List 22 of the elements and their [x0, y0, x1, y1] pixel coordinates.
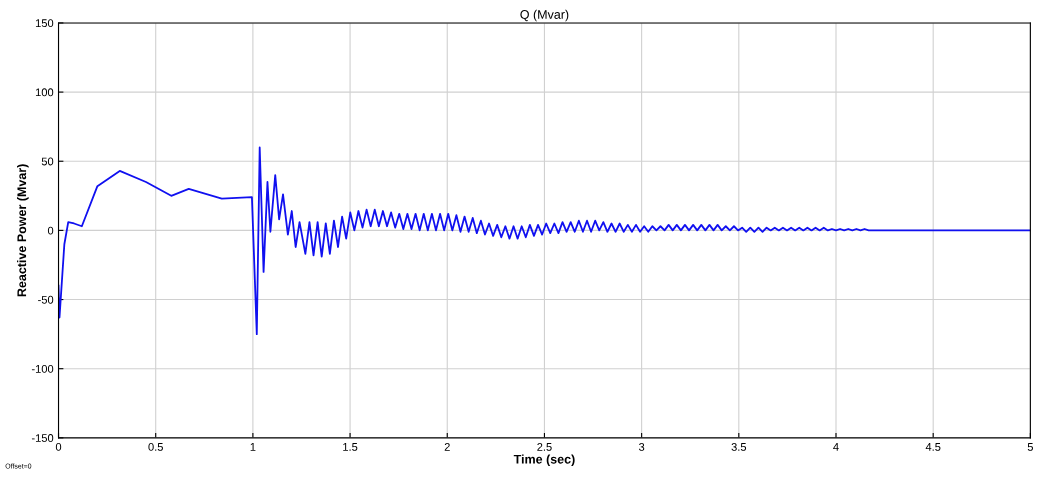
x-tick-label: 0.5: [148, 443, 163, 451]
y-tick-label: 100: [35, 88, 54, 97]
y-tick-label: -50: [38, 295, 54, 304]
x-tick-label: 5: [1027, 443, 1033, 451]
x-tick-label: 0: [55, 443, 62, 451]
x-axis-title: Time (sec): [513, 454, 575, 467]
y-tick-label: -150: [31, 434, 54, 442]
x-tick-label: 3: [638, 443, 645, 451]
y-tick-label: -100: [31, 364, 54, 373]
x-tick-label: 1: [250, 443, 256, 451]
y-tick-label: 0: [47, 226, 54, 235]
x-tick-label: 4.5: [925, 443, 941, 451]
chart-title: Q (Mvar): [520, 9, 569, 22]
x-tick-label: 1.5: [343, 443, 358, 451]
y-tick-label: 50: [41, 157, 54, 166]
x-tick-label: 2.5: [537, 443, 552, 451]
line-series: [58, 146, 1031, 336]
x-tick-label: 3.5: [731, 443, 747, 451]
y-axis-title: Reactive Power (Mvar): [16, 164, 29, 297]
x-tick-label: 2: [444, 443, 450, 451]
y-tick-label: 150: [35, 19, 54, 28]
x-tick-label: 4: [833, 443, 839, 451]
